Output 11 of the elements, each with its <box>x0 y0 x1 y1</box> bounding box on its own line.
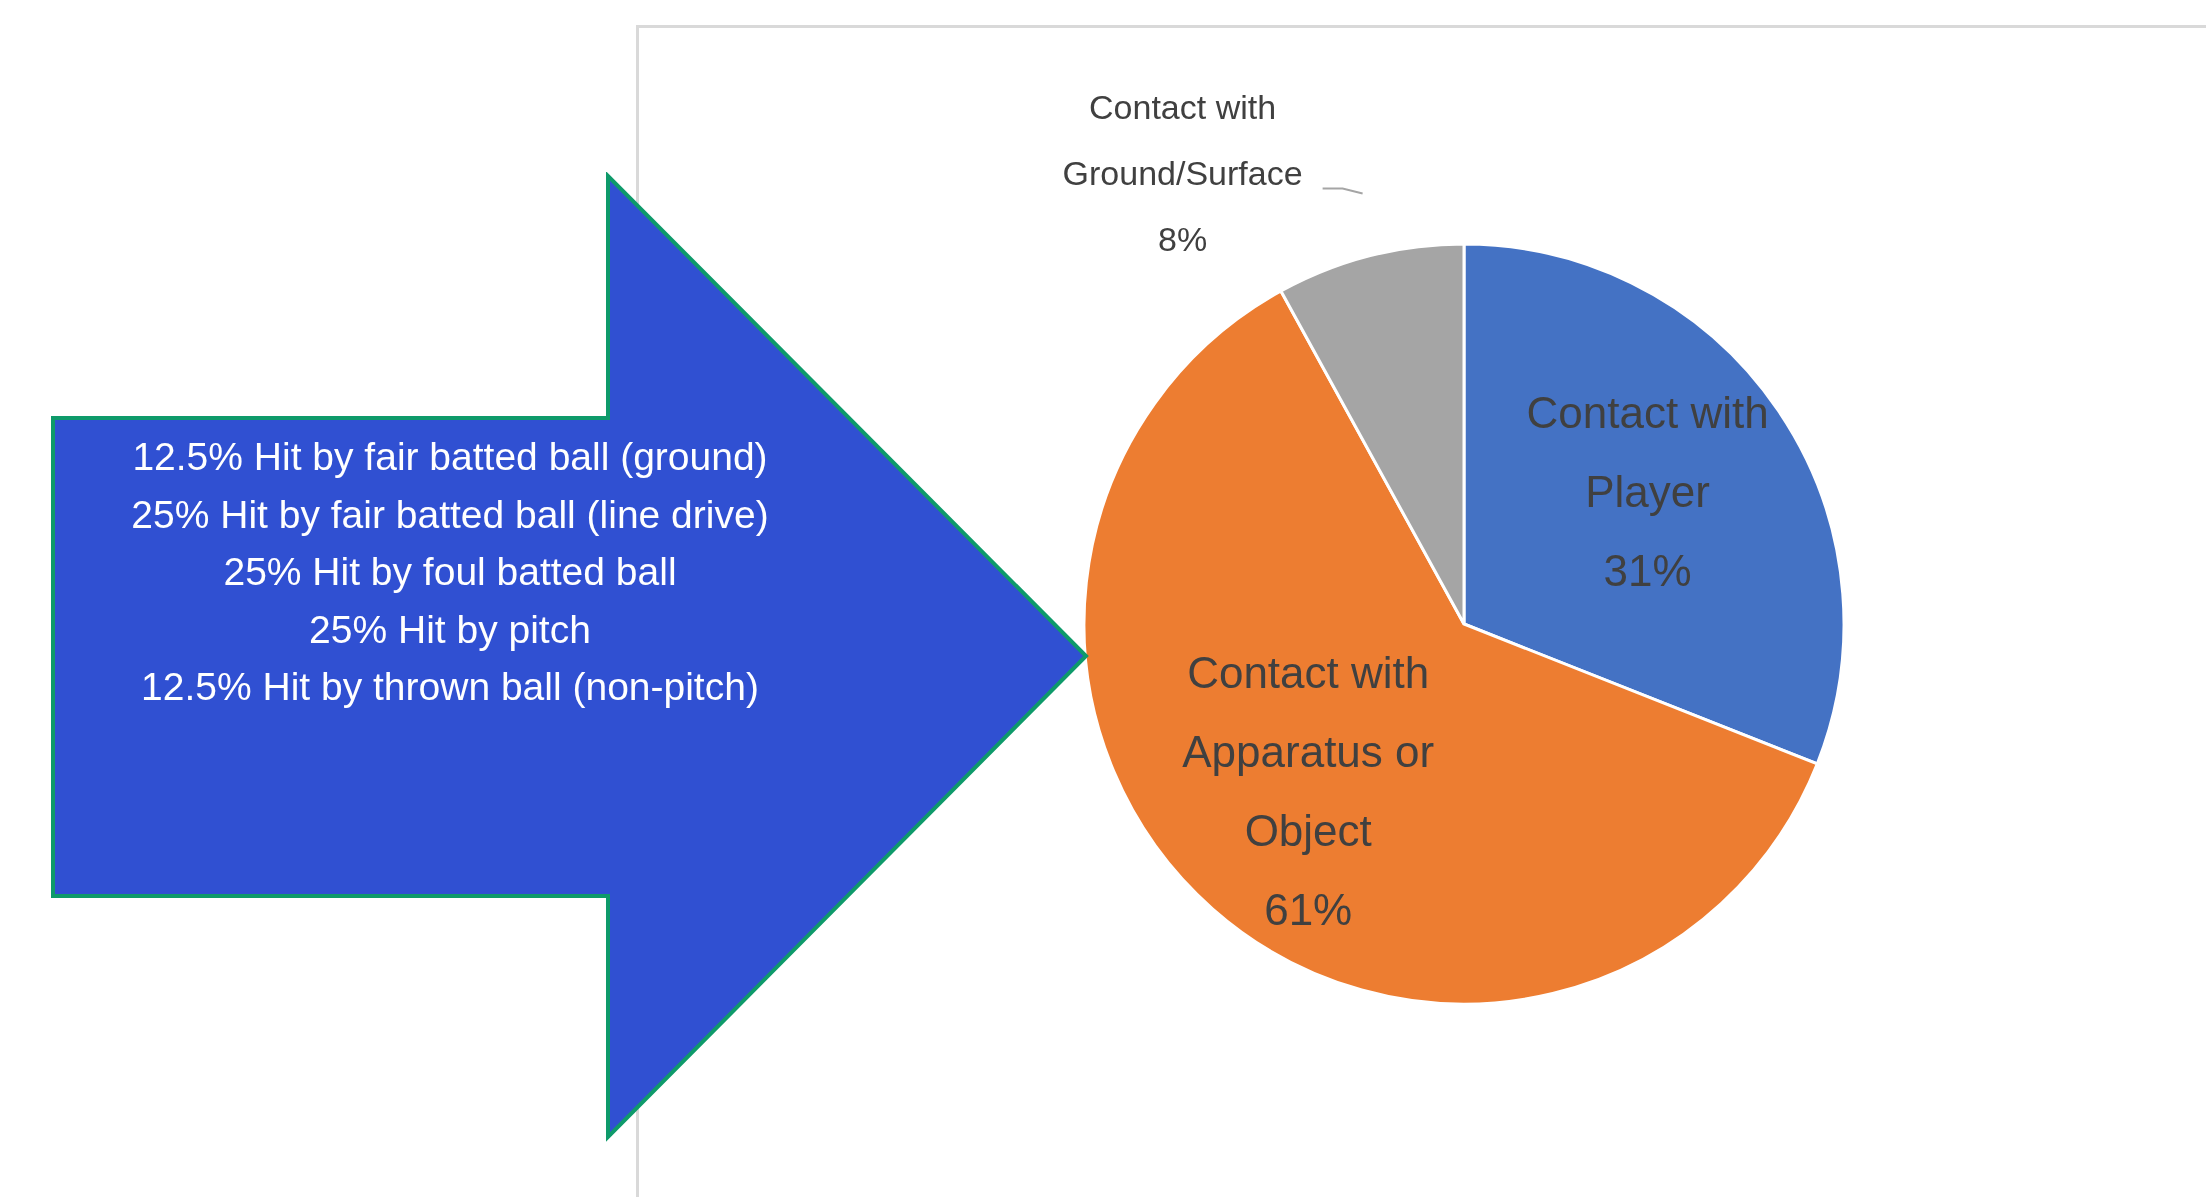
text: 25% Hit by fair batted ball (line drive) <box>130 491 770 538</box>
data-label: 31% <box>1603 545 1692 595</box>
text: 25% Hit by pitch <box>308 606 592 653</box>
text: 12.5% Hit by thrown ball (non-pitch) <box>140 664 760 710</box>
slice-label: Contact with Player <box>1526 387 1769 516</box>
text: 12.5% Hit by fair batted ball (ground) <box>131 434 769 480</box>
data-label: 8% <box>1158 219 1208 258</box>
slice-label: Contact with Ground/Surface <box>1062 87 1303 192</box>
text: 25% Hit by foul batted ball <box>222 549 678 595</box>
slice-label: Contact with Apparatus or Object <box>1182 647 1435 855</box>
data-label: 61% <box>1264 884 1353 934</box>
